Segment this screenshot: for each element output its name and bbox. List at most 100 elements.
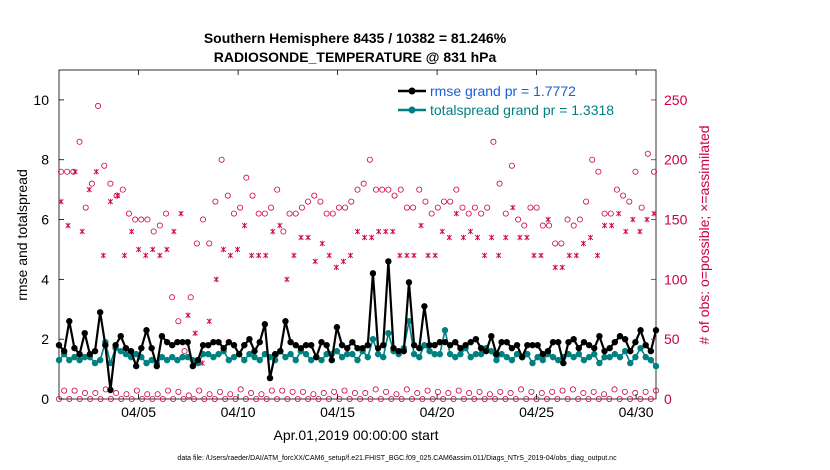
totalspread-marker xyxy=(524,350,531,358)
totalspread-marker xyxy=(318,356,325,364)
y2-tick-label: 200 xyxy=(664,152,688,168)
rmse-marker xyxy=(493,350,500,358)
obs-low-point xyxy=(486,391,493,398)
rmse-marker xyxy=(385,258,392,265)
obs-low-point xyxy=(253,395,260,402)
rmse-marker xyxy=(256,338,263,346)
rmse-marker xyxy=(225,338,233,346)
obs-possible-point xyxy=(496,180,503,187)
rmse-marker xyxy=(261,321,269,328)
obs-assimilated-point xyxy=(637,228,643,235)
totalspread-marker xyxy=(338,353,346,361)
rmse-marker xyxy=(359,344,366,352)
obs-low-point xyxy=(621,388,628,395)
rmse-marker xyxy=(333,324,341,331)
obs-possible-point xyxy=(397,186,404,193)
x-tick-label: 04/10 xyxy=(221,404,256,420)
obs-possible-point xyxy=(286,210,293,217)
obs-low-point xyxy=(336,395,343,402)
obs-possible-point xyxy=(632,168,639,175)
obs-assimilated-point xyxy=(489,234,495,241)
obs-possible-point xyxy=(70,168,77,175)
obs-possible-point xyxy=(206,240,213,247)
obs-assimilated-point xyxy=(333,264,339,271)
obs-assimilated-point xyxy=(79,228,85,235)
totalspread-marker xyxy=(616,353,624,361)
obs-low-point xyxy=(409,395,416,402)
obs-possible-point xyxy=(558,240,565,247)
totalspread-marker xyxy=(652,362,660,370)
totalspread-marker xyxy=(307,356,315,364)
obs-possible-point xyxy=(539,222,546,229)
obs-low-point xyxy=(450,395,457,402)
rmse-marker xyxy=(328,356,335,364)
totalspread-marker xyxy=(575,350,583,358)
obs-low-point xyxy=(512,395,519,402)
obs-low-point xyxy=(128,395,135,402)
obs-possible-point xyxy=(261,210,268,217)
obs-assimilated-point xyxy=(284,276,290,283)
rmse-marker xyxy=(313,353,320,361)
obs-assimilated-point xyxy=(171,228,177,235)
obs-low-point xyxy=(580,390,587,397)
obs-possible-point xyxy=(107,180,114,187)
obs-possible-point xyxy=(187,294,194,301)
rmse-marker xyxy=(647,347,655,355)
totalspread-marker xyxy=(302,350,310,358)
obs-assimilated-point xyxy=(559,264,565,271)
obs-assimilated-point xyxy=(594,252,601,259)
obs-low-point xyxy=(637,395,644,402)
rmse-marker xyxy=(585,341,593,349)
rmse-marker xyxy=(390,344,397,352)
obs-possible-point xyxy=(230,210,237,217)
obs-possible-point xyxy=(335,204,342,211)
rmse-marker xyxy=(431,341,438,349)
rmse-marker xyxy=(369,270,377,277)
rmse-marker xyxy=(549,338,557,346)
rmse-marker xyxy=(302,341,310,349)
obs-possible-point xyxy=(416,186,423,193)
rmse-marker xyxy=(364,341,371,349)
obs-possible-point xyxy=(200,216,207,223)
obs-low-point xyxy=(543,395,550,402)
rmse-marker xyxy=(189,362,197,370)
rmse-marker xyxy=(96,309,104,316)
totalspread-marker xyxy=(498,350,505,358)
y-axis-label: rmse and totalspread xyxy=(14,169,30,301)
rmse-marker xyxy=(132,362,140,370)
rmse-marker xyxy=(395,347,402,355)
obs-low-point xyxy=(216,388,223,395)
obs-low-point xyxy=(144,391,151,398)
obs-possible-point xyxy=(175,318,182,325)
x-tick-label: 04/25 xyxy=(519,404,554,420)
legend-rmse-label: rmse grand pr = 1.7772 xyxy=(430,83,576,99)
rmse-marker xyxy=(323,341,330,349)
rmse-marker xyxy=(508,344,516,352)
totalspread-marker xyxy=(441,327,449,334)
totalspread-marker xyxy=(225,356,233,364)
obs-possible-point xyxy=(651,168,658,175)
totalspread-marker xyxy=(513,350,521,358)
obs-low-point xyxy=(616,395,623,402)
obs-low-point xyxy=(325,395,332,402)
obs-possible-point xyxy=(268,204,275,211)
rmse-marker xyxy=(86,350,94,358)
obs-assimilated-point xyxy=(503,234,509,241)
totalspread-marker xyxy=(354,356,361,364)
obs-assimilated-point xyxy=(545,216,551,223)
totalspread-marker xyxy=(446,350,454,358)
x-tick-label: 04/20 xyxy=(420,404,455,420)
totalspread-marker xyxy=(606,353,613,361)
obs-assimilated-point xyxy=(136,246,142,253)
x-tick-label: 04/15 xyxy=(320,404,355,420)
rmse-marker xyxy=(179,338,186,346)
obs-low-point xyxy=(227,391,234,398)
obs-assimilated-point xyxy=(58,198,64,205)
obs-low-point xyxy=(242,395,249,402)
obs-low-point xyxy=(466,390,473,397)
obs-assimilated-point xyxy=(425,252,431,259)
obs-possible-point xyxy=(305,198,312,205)
obs-assimilated-point xyxy=(510,204,516,211)
obs-possible-point xyxy=(82,204,89,211)
rmse-marker xyxy=(637,327,644,334)
